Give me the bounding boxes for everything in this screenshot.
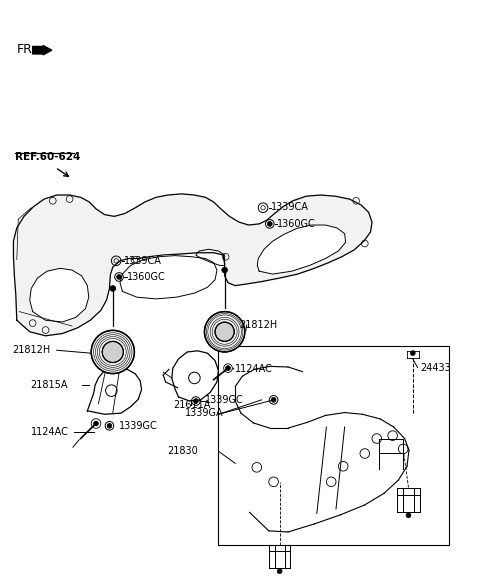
Circle shape [277, 569, 282, 574]
Text: 21815A: 21815A [30, 380, 67, 391]
Polygon shape [30, 268, 89, 322]
Circle shape [110, 286, 116, 291]
Text: 1124AC: 1124AC [235, 364, 273, 374]
Circle shape [226, 366, 230, 370]
Text: 21611A: 21611A [173, 400, 210, 410]
Circle shape [215, 322, 234, 342]
Polygon shape [257, 225, 346, 274]
Polygon shape [120, 256, 217, 299]
Text: 1339CA: 1339CA [271, 201, 309, 212]
Text: 1339GA: 1339GA [185, 408, 223, 418]
Circle shape [91, 331, 134, 373]
Circle shape [107, 424, 112, 428]
Text: 1339CA: 1339CA [124, 256, 162, 266]
Circle shape [102, 342, 123, 362]
Circle shape [271, 398, 276, 402]
Text: 21812H: 21812H [12, 345, 50, 355]
Circle shape [267, 222, 272, 226]
Text: 1124AC: 1124AC [31, 426, 69, 437]
Circle shape [406, 513, 411, 518]
Circle shape [193, 399, 198, 403]
Polygon shape [13, 194, 372, 336]
Bar [218, 346, 449, 545]
Circle shape [117, 275, 121, 279]
Text: FR.: FR. [17, 43, 36, 55]
Circle shape [204, 312, 245, 352]
Text: 1339GC: 1339GC [119, 421, 158, 431]
Text: 1360GC: 1360GC [277, 219, 316, 229]
Circle shape [410, 351, 415, 355]
Text: 21812H: 21812H [239, 320, 277, 330]
FancyArrow shape [33, 46, 52, 55]
Text: 24433: 24433 [420, 362, 451, 373]
Text: 1339GC: 1339GC [205, 395, 244, 405]
Text: 1360GC: 1360GC [127, 272, 166, 282]
Text: REF.60-624: REF.60-624 [15, 152, 81, 162]
Circle shape [222, 267, 228, 273]
Circle shape [94, 421, 98, 426]
Text: 21830: 21830 [167, 446, 198, 456]
